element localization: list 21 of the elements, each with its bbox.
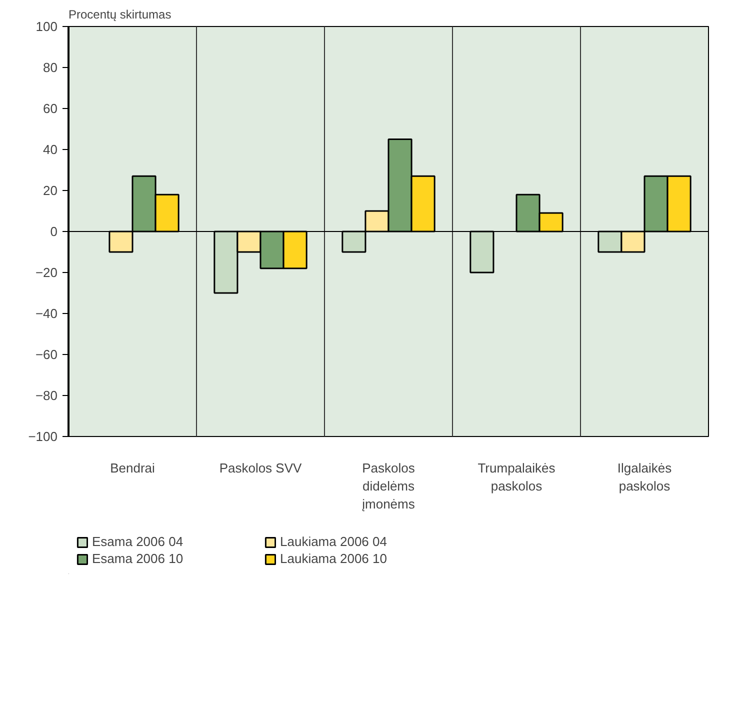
x-tick-label: Paskolos SVV [219, 460, 302, 476]
y-tick-label: 0 [50, 224, 58, 239]
y-tick-label: 20 [43, 183, 58, 198]
y-tick-label: −100 [28, 429, 58, 444]
x-tick-label: Bendrai [110, 460, 156, 476]
y-axis-title: Procentų skirtumas [68, 8, 172, 22]
legend-label: Laukiama 2006 10 [280, 551, 388, 566]
legend-label: Esama 2006 04 [92, 534, 184, 549]
x-tick-label: Ilgalaikės paskolos [617, 460, 672, 494]
y-tick-label: −80 [35, 388, 58, 403]
y-tick-label: 80 [43, 60, 58, 75]
x-tick-label: Paskolos didelėms įmonėms [362, 460, 416, 512]
y-tick-label: 100 [36, 19, 58, 34]
legend-label: Esama 2006 10 [92, 551, 184, 566]
x-tick-label: Trumpalaikės paskolos [478, 460, 556, 494]
y-tick-label: −20 [35, 265, 58, 280]
y-tick-label: 40 [43, 142, 58, 157]
y-tick-label: 60 [43, 101, 58, 116]
y-tick-label: −40 [35, 306, 58, 321]
legend-label: Laukiama 2006 04 [280, 534, 388, 549]
y-tick-label: −60 [35, 347, 58, 362]
